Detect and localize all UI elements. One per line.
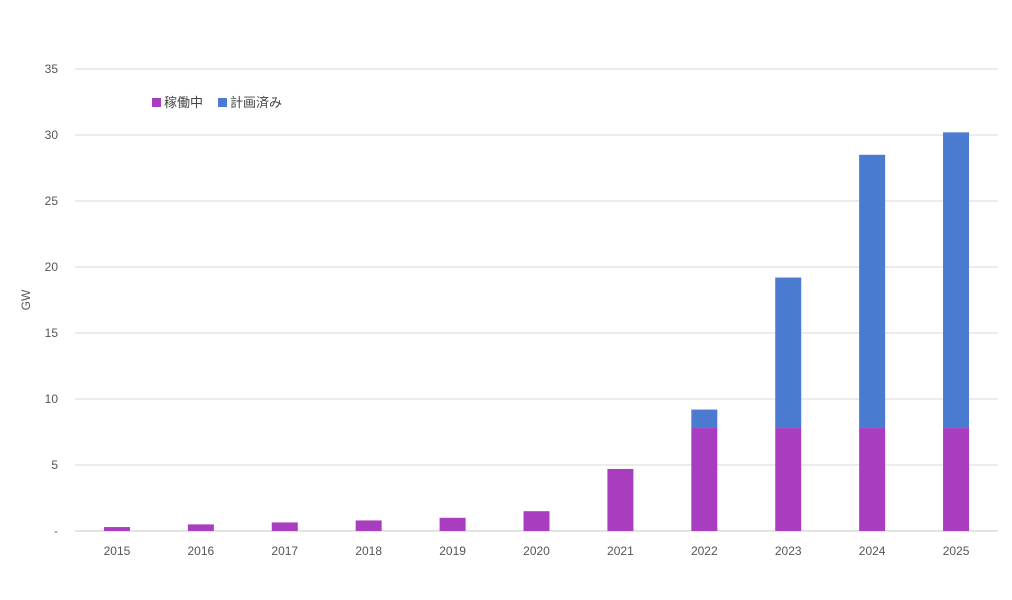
bar-稼働中-2015: [103, 527, 130, 531]
legend-swatch: [218, 98, 227, 107]
y-tick-label: 35: [45, 62, 59, 76]
bar-計画済み-2025: [943, 132, 970, 429]
bar-稼働中-2021: [607, 468, 634, 531]
bar-稼働中-2024: [859, 428, 886, 531]
bar-稼働中-2025: [943, 428, 970, 531]
x-tick-label: 2017: [271, 544, 298, 558]
bar-計画済み-2024: [859, 154, 886, 429]
y-axis-label: GW: [19, 289, 33, 310]
bar-計画済み-2022: [691, 409, 718, 429]
x-tick-label: 2025: [943, 544, 970, 558]
y-tick-label: 10: [45, 392, 59, 406]
bar-稼働中-2020: [523, 511, 550, 531]
bar-稼働中-2016: [187, 524, 214, 531]
x-tick-label: 2023: [775, 544, 802, 558]
x-tick-label: 2020: [523, 544, 550, 558]
legend-label: 計画済み: [230, 95, 282, 110]
y-tick-label: 15: [45, 326, 59, 340]
bar-稼働中-2022: [691, 428, 718, 531]
y-tick-label: 30: [45, 128, 59, 142]
legend-swatch: [152, 98, 161, 107]
y-tick-label: 5: [51, 458, 58, 472]
y-tick-label: -: [54, 524, 58, 538]
bar-稼働中-2018: [355, 520, 382, 531]
x-tick-label: 2019: [439, 544, 466, 558]
y-tick-label: 25: [45, 194, 59, 208]
bar-計画済み-2023: [775, 277, 802, 429]
y-tick-label: 20: [45, 260, 59, 274]
x-tick-label: 2016: [188, 544, 215, 558]
x-tick-label: 2015: [104, 544, 131, 558]
x-tick-label: 2024: [859, 544, 886, 558]
bar-稼働中-2023: [775, 428, 802, 531]
legend-label: 稼働中: [164, 95, 203, 110]
bar-稼働中-2017: [271, 522, 298, 531]
x-tick-label: 2022: [691, 544, 718, 558]
bar-稼働中-2019: [439, 517, 466, 531]
x-tick-label: 2018: [355, 544, 382, 558]
x-tick-label: 2021: [607, 544, 634, 558]
